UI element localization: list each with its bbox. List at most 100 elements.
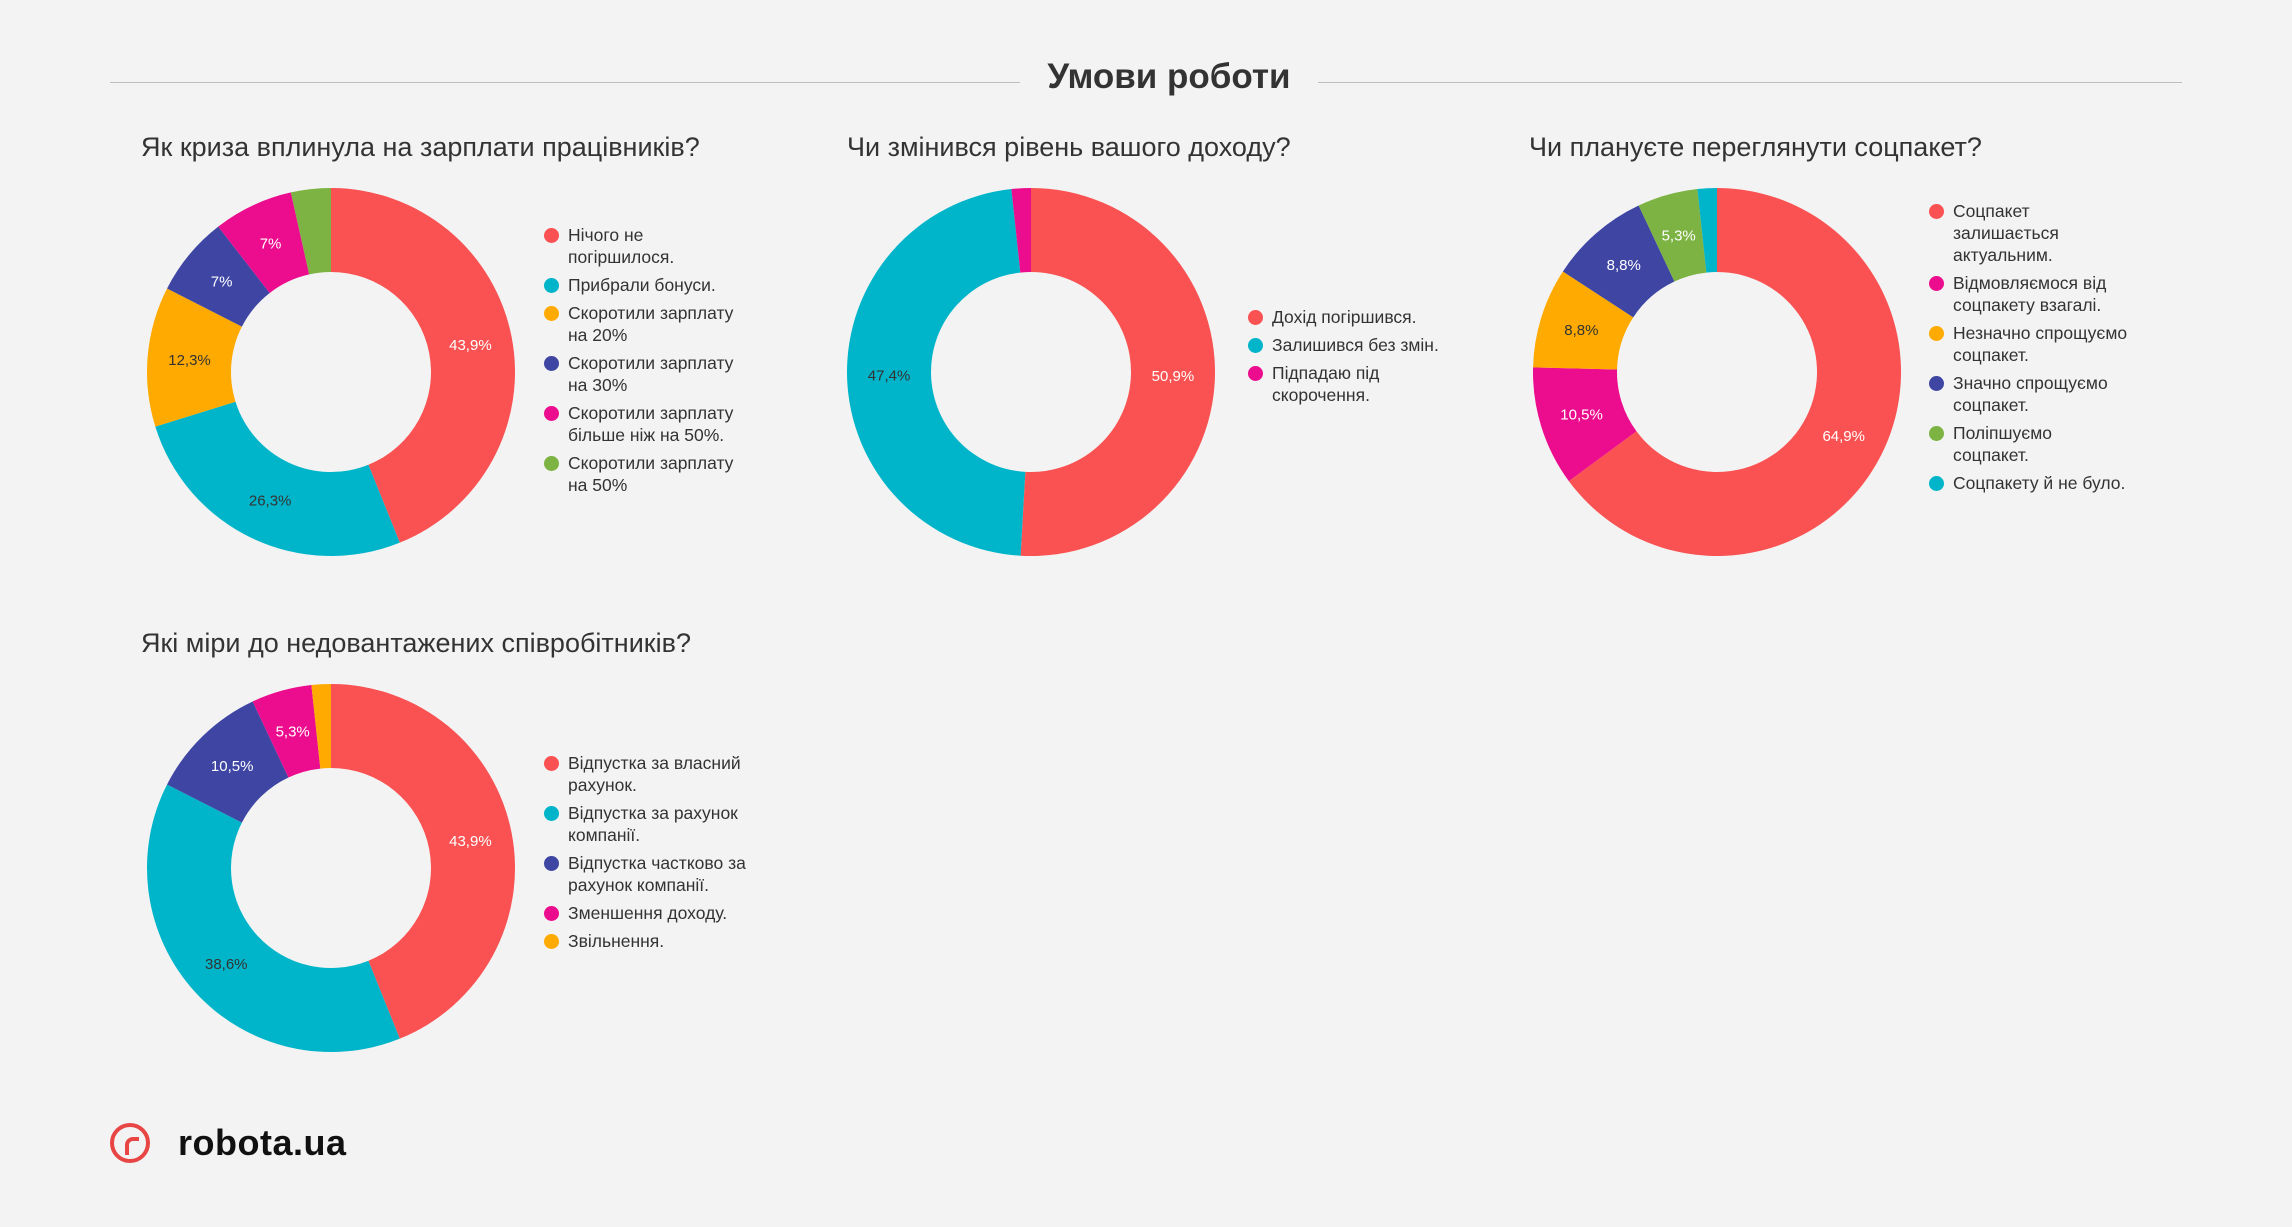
- donut-slice: [1533, 271, 1634, 370]
- legend-label: Поліпшуємо соцпакет.: [1953, 423, 2052, 465]
- robota-logo-icon: [110, 1123, 150, 1163]
- slice-data-label: 5,3%: [276, 723, 310, 740]
- chart-legend: Соцпакет залишається актуальним. Відмовля…: [1929, 200, 2129, 500]
- legend-item: Відпустка частково за рахунок компанії.: [544, 852, 754, 896]
- legend-label: Звільнення.: [568, 931, 665, 951]
- chart-title: Чи змінився рівень вашого доходу?: [847, 132, 1291, 162]
- chart-legend: Дохід погіршився. Залишився без змін. Підп…: [1248, 306, 1448, 412]
- legend-swatch-icon: [1929, 276, 1944, 291]
- slice-data-label: 64,9%: [1822, 428, 1865, 445]
- donut-slice: [846, 189, 1026, 556]
- donut-slice: [1020, 188, 1216, 556]
- donut-slice: [331, 684, 515, 1039]
- donut-chart: 64,9% 10,5% 8,8% 8,8% 5,3%: [1533, 188, 1901, 556]
- slice-data-label: 10,5%: [211, 758, 254, 775]
- chart-underloaded-staff: Які міри до недовантажених співробітникі…: [141, 628, 781, 1058]
- donut-slice: [1638, 189, 1707, 282]
- slice-data-label: 5,3%: [1662, 227, 1696, 244]
- donut-slice: [252, 685, 321, 778]
- legend-label: Прибрали бонуси.: [568, 275, 716, 295]
- legend-swatch-icon: [1248, 338, 1263, 353]
- legend-label: Зменшення доходу.: [568, 903, 728, 923]
- legend-swatch-icon: [544, 228, 559, 243]
- legend-item: Прибрали бонуси.: [544, 274, 754, 296]
- legend-label: Відпустка частково за рахунок компанії.: [568, 853, 746, 895]
- legend-swatch-icon: [1248, 310, 1263, 325]
- robota-logo[interactable]: robota.ua: [110, 1118, 347, 1168]
- legend-item: Дохід погіршився.: [1248, 306, 1448, 328]
- slice-data-label: 47,4%: [868, 368, 911, 385]
- slice-data-label: 8,8%: [1564, 322, 1598, 339]
- header-divider-left: [110, 82, 1020, 83]
- legend-item: Відмовляємося від соцпакету взагалі.: [1929, 272, 2129, 316]
- legend-swatch-icon: [544, 906, 559, 921]
- legend-label: Нічого не погіршилося.: [568, 225, 675, 267]
- legend-item: Скоротили зарплату більше ніж на 50%.: [544, 402, 754, 446]
- slice-data-label: 12,3%: [168, 352, 211, 369]
- donut-slice: [1562, 205, 1675, 318]
- legend-label: Соцпакету й не було.: [1953, 473, 2126, 493]
- chart-social-package: Чи плануєте переглянути соцпакет? 64,9% 1…: [1529, 132, 2169, 562]
- donut-slice: [167, 701, 289, 823]
- legend-swatch-icon: [544, 278, 559, 293]
- legend-item: Скоротили зарплату на 20%: [544, 302, 754, 346]
- slice-data-label: 38,6%: [205, 956, 248, 973]
- chart-salary-impact: Як криза вплинула на зарплати працівникі…: [141, 132, 781, 562]
- page-title: Умови роботи: [1047, 57, 1291, 96]
- legend-swatch-icon: [1929, 326, 1944, 341]
- legend-swatch-icon: [1248, 366, 1263, 381]
- legend-swatch-icon: [544, 306, 559, 321]
- legend-item: Відпустка за рахунок компанії.: [544, 802, 754, 846]
- slice-data-label: 43,9%: [449, 337, 492, 354]
- legend-label: Відпустка за рахунок компанії.: [568, 803, 738, 845]
- donut-slice: [1568, 188, 1901, 556]
- donut-chart: 50,9% 47,4%: [846, 188, 1216, 556]
- legend-item: Залишився без змін.: [1248, 334, 1448, 356]
- chart-title: Чи плануєте переглянути соцпакет?: [1529, 132, 1982, 162]
- slice-data-label: 10,5%: [1560, 407, 1603, 424]
- legend-label: Скоротили зарплату на 20%: [568, 303, 734, 345]
- legend-swatch-icon: [1929, 426, 1944, 441]
- donut-slice: [290, 188, 331, 275]
- legend-swatch-icon: [544, 356, 559, 371]
- slice-data-label: 7%: [260, 236, 282, 253]
- legend-swatch-icon: [1929, 476, 1944, 491]
- section-header: Умови роботи: [110, 52, 2182, 102]
- legend-swatch-icon: [544, 934, 559, 949]
- donut-slice: [167, 226, 270, 327]
- donut-slice: [1533, 367, 1637, 482]
- donut-chart: 43,9% 26,3% 12,3% 7% 7%: [147, 188, 515, 556]
- robota-logo-text: robota.ua: [178, 1122, 347, 1163]
- legend-label: Відпустка за власний рахунок.: [568, 753, 741, 795]
- legend-swatch-icon: [1929, 204, 1944, 219]
- legend-label: Залишився без змін.: [1272, 335, 1439, 355]
- legend-item: Соцпакет залишається актуальним.: [1929, 200, 2129, 266]
- slice-data-label: 43,9%: [449, 833, 492, 850]
- donut-slice: [1697, 188, 1717, 273]
- slice-data-label: 26,3%: [249, 492, 292, 509]
- legend-item: Незначно спрощуємо соцпакет.: [1929, 322, 2129, 366]
- legend-item: Поліпшуємо соцпакет.: [1929, 422, 2129, 466]
- legend-item: Звільнення.: [544, 930, 754, 952]
- legend-swatch-icon: [1929, 376, 1944, 391]
- slice-data-label: 8,8%: [1607, 257, 1641, 274]
- legend-item: Скоротили зарплату на 30%: [544, 352, 754, 396]
- legend-label: Соцпакет залишається актуальним.: [1953, 201, 2059, 265]
- legend-item: Соцпакету й не було.: [1929, 472, 2129, 494]
- donut-chart: 43,9% 38,6% 10,5% 5,3%: [146, 684, 515, 1052]
- donut-slice: [218, 192, 310, 293]
- legend-item: Скоротили зарплату на 50%: [544, 452, 754, 496]
- chart-legend: Відпустка за власний рахунок. Відпустка з…: [544, 752, 754, 958]
- legend-swatch-icon: [544, 806, 559, 821]
- legend-swatch-icon: [544, 856, 559, 871]
- legend-label: Значно спрощуємо соцпакет.: [1953, 373, 2108, 415]
- legend-label: Незначно спрощуємо соцпакет.: [1953, 323, 2128, 365]
- legend-item: Підпадаю під скорочення.: [1248, 362, 1448, 406]
- chart-income-change: Чи змінився рівень вашого доходу? 50,9% 4…: [846, 132, 1487, 562]
- legend-item: Відпустка за власний рахунок.: [544, 752, 754, 796]
- slice-data-label: 7%: [211, 273, 233, 290]
- legend-swatch-icon: [544, 456, 559, 471]
- legend-label: Скоротили зарплату на 30%: [568, 353, 734, 395]
- legend-swatch-icon: [544, 406, 559, 421]
- legend-label: Підпадаю під скорочення.: [1272, 363, 1380, 405]
